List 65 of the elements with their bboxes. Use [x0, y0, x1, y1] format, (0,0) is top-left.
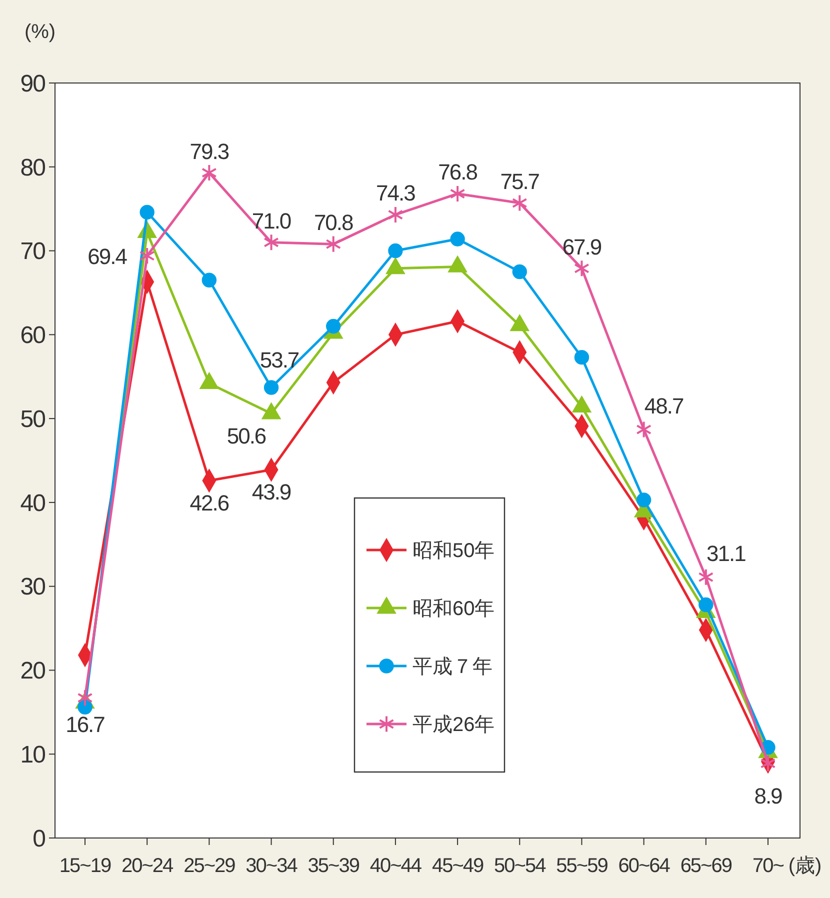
y-tick-label: 0 — [32, 825, 46, 852]
data-label: 53.7 — [260, 348, 300, 373]
point — [574, 350, 590, 365]
legend-label: 昭和50年 — [412, 540, 495, 562]
data-label: 74.3 — [376, 180, 416, 206]
point — [140, 204, 154, 220]
y-tick-label: 80 — [20, 154, 46, 182]
point — [264, 234, 279, 252]
legend-label: 平成26年 — [412, 714, 495, 736]
x-tick-label: 20~24 — [122, 855, 174, 877]
y-axis-title: (%) — [24, 21, 56, 43]
x-tick-label: 15~19 — [59, 855, 112, 877]
data-label: 79.3 — [190, 138, 230, 164]
point — [760, 754, 776, 772]
point — [698, 568, 714, 586]
x-tick-label: 50~54 — [494, 855, 546, 877]
data-label: 67.9 — [562, 234, 602, 260]
y-tick-label: 70 — [20, 238, 46, 266]
point — [450, 184, 466, 202]
point — [388, 243, 403, 258]
data-label: 50.6 — [226, 424, 266, 449]
point — [512, 264, 527, 280]
x-tick-label: 25~29 — [184, 855, 236, 877]
data-label: 70.8 — [314, 210, 354, 236]
x-tick-label: 45~49 — [432, 855, 484, 877]
data-label: 48.7 — [644, 393, 684, 418]
data-label: 16.7 — [66, 712, 106, 737]
x-tick-label: 40~44 — [370, 855, 422, 877]
data-label: 43.9 — [252, 480, 292, 505]
x-axis-title: (歳) — [788, 855, 822, 877]
y-tick-label: 90 — [20, 70, 46, 98]
point — [201, 164, 217, 182]
data-label: 42.6 — [190, 490, 230, 516]
point — [574, 260, 590, 278]
y-tick-label: 60 — [20, 322, 46, 350]
point — [636, 420, 652, 438]
point — [450, 232, 465, 246]
y-tick-label: 20 — [20, 658, 46, 685]
y-tick-label: 50 — [20, 406, 46, 433]
x-tick-label: 30~34 — [246, 855, 298, 877]
point — [388, 206, 404, 224]
point — [326, 235, 342, 253]
legend-label: 平成７年 — [412, 656, 492, 678]
x-tick-label: 60~64 — [618, 855, 670, 877]
legend-label: 昭和60年 — [412, 598, 495, 620]
point — [512, 194, 528, 212]
x-tick-label: 70~ — [752, 855, 784, 877]
data-label: 8.9 — [754, 783, 783, 808]
data-label: 31.1 — [706, 541, 746, 566]
point — [636, 492, 652, 508]
x-tick-label: 65~69 — [680, 855, 732, 877]
y-tick-label: 40 — [20, 490, 46, 517]
point — [202, 272, 217, 288]
y-tick-label: 30 — [20, 574, 46, 601]
point — [698, 597, 714, 612]
data-label: 76.8 — [438, 160, 478, 185]
point — [326, 318, 341, 334]
point — [264, 380, 279, 395]
point — [139, 247, 155, 265]
x-tick-label: 35~39 — [308, 855, 360, 877]
x-tick-label: 55~59 — [556, 855, 608, 877]
data-label: 69.4 — [88, 244, 128, 269]
data-label: 71.0 — [252, 208, 292, 234]
data-label: 75.7 — [500, 168, 540, 194]
y-tick-label: 10 — [20, 742, 46, 769]
